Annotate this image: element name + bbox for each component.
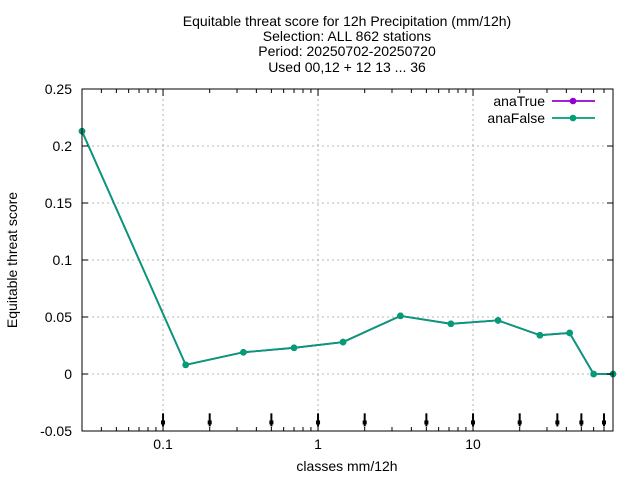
class-limit-marker [424, 413, 429, 427]
x-tick-label: 10 [465, 436, 481, 452]
marker-dot [269, 420, 274, 425]
marker-dot [316, 420, 321, 425]
legend-label: anaFalse [487, 110, 545, 126]
data-point [339, 338, 347, 346]
class-limit-markers [161, 413, 607, 427]
title-line-2: Selection: ALL 862 stations [263, 28, 431, 44]
y-axis-label: Equitable threat score [4, 192, 20, 328]
series-lines [78, 127, 617, 378]
marker-dot [424, 420, 429, 425]
data-point [290, 344, 298, 352]
title-line-3: Period: 20250702-20250720 [258, 43, 436, 59]
marker-dot [207, 420, 212, 425]
marker-dot [161, 420, 166, 425]
marker-dot [362, 420, 367, 425]
legend-marker [569, 97, 577, 105]
grid-lines [82, 88, 613, 432]
x-tick-label: 0.1 [153, 436, 173, 452]
class-limit-marker [517, 413, 522, 427]
class-limit-marker [269, 413, 274, 427]
y-tick-label: -0.05 [40, 423, 72, 439]
data-point [590, 370, 597, 378]
legend-marker [569, 114, 577, 122]
y-tick-label: 0.05 [45, 309, 72, 325]
marker-dot [555, 420, 560, 425]
data-point [447, 320, 455, 328]
x-tick-labels: 0.1 1 10 [153, 436, 481, 452]
data-point [240, 349, 247, 356]
marker-dot [517, 420, 522, 425]
data-point [182, 361, 189, 369]
y-tick-label: 0.2 [53, 138, 73, 154]
marker-dot [602, 420, 607, 425]
y-tick-label: 0 [64, 366, 72, 382]
chart-title: Equitable threat score for 12h Precipita… [183, 13, 511, 75]
class-limit-marker [362, 413, 367, 427]
data-point [397, 312, 404, 320]
y-tick-labels: 0.25 0.2 0.15 0.1 0.05 0 -0.05 [40, 81, 72, 439]
class-limit-marker [207, 413, 212, 427]
y-tick-label: 0.25 [45, 81, 72, 97]
x-tick-label: 1 [314, 436, 322, 452]
series-line [81, 130, 613, 375]
marker-dot [579, 420, 584, 425]
class-limit-marker [602, 413, 607, 427]
marker-dot [471, 420, 476, 425]
class-limit-marker [555, 413, 560, 427]
data-point [494, 317, 502, 324]
series-anaFalse [78, 127, 617, 378]
data-point [566, 329, 573, 337]
data-point [536, 331, 544, 339]
y-tick-label: 0.1 [53, 252, 73, 268]
title-line-4: Used 00,12 + 12 13 ... 36 [268, 59, 426, 75]
series-line [81, 130, 613, 375]
legend-label: anaTrue [493, 93, 545, 109]
axis-ticks [81, 88, 614, 432]
class-limit-marker [579, 413, 584, 427]
x-axis-label: classes mm/12h [296, 458, 397, 474]
title-line-1: Equitable threat score for 12h Precipita… [183, 13, 511, 29]
y-tick-label: 0.15 [45, 195, 72, 211]
